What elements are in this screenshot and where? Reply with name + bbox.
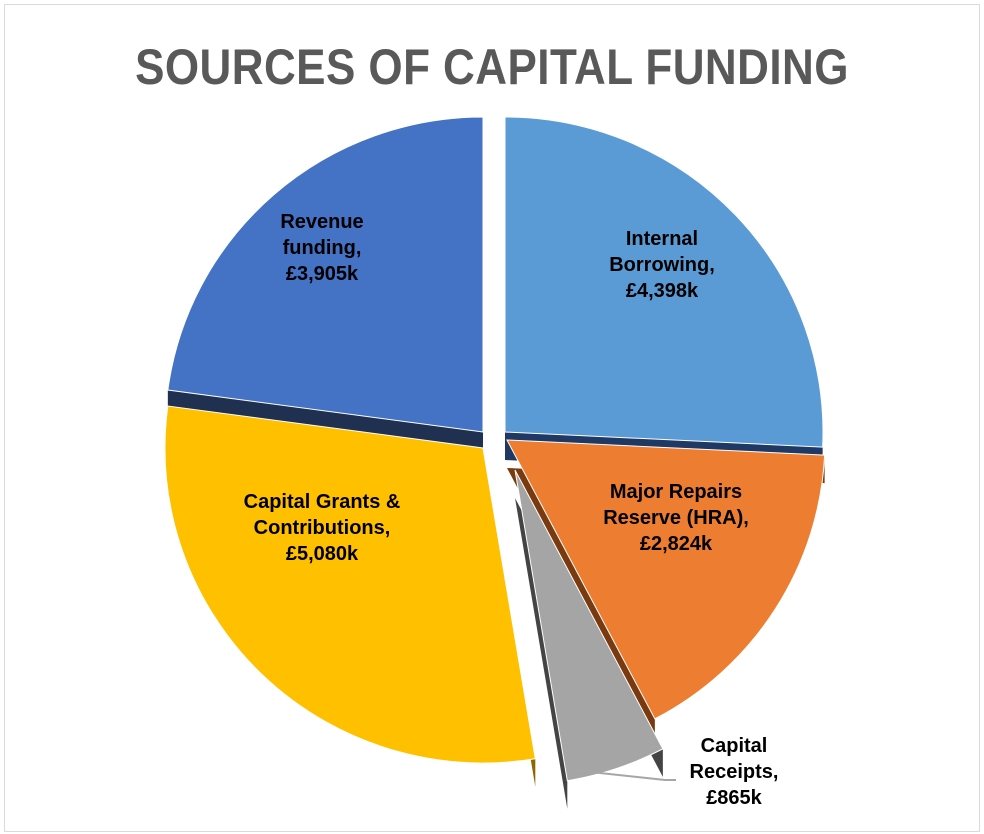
data-label-revenue-funding: Revenue funding, £3,905k: [280, 211, 363, 285]
pie-leader-layer: [571, 769, 676, 781]
pie-slice-capital-grants-contributions[interactable]: [164, 405, 536, 764]
chart-title: SOURCES OF CAPITAL FUNDING: [135, 39, 849, 95]
pie-slice-major-repairs-reserve-hra[interactable]: [506, 439, 826, 720]
pie-top-layer: [164, 116, 826, 782]
data-label-capital-receipts: Capital Receipts, £865k: [690, 735, 779, 809]
leader-line-capital-receipts: [571, 769, 676, 781]
data-label-internal-borrowing: Internal Borrowing, £4,398k: [609, 228, 715, 302]
pie-slice-internal-borrowing[interactable]: [504, 116, 824, 448]
pie-slice-revenue-funding[interactable]: [167, 116, 484, 433]
pie-slice-capital-receipts[interactable]: [514, 469, 664, 782]
data-label-capital-grants-contributions: Capital Grants & Contributions, £5,080k: [244, 491, 401, 565]
data-label-major-repairs-reserve-hra: Major Repairs Reserve (HRA), £2,824k: [603, 481, 749, 555]
pie-label-layer: Internal Borrowing, £4,398k Major Repairs Re…: [244, 211, 779, 809]
